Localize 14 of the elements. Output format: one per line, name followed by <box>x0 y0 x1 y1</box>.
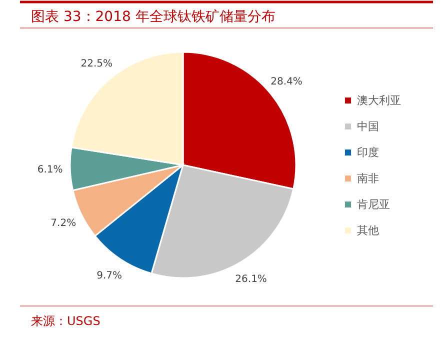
legend-label: 澳大利亚 <box>357 94 401 108</box>
legend-label: 肯尼亚 <box>357 198 390 212</box>
chart-title: 图表 33：2018 年全球钛铁矿储量分布 <box>31 9 276 25</box>
data-label: 26.1% <box>235 274 267 285</box>
legend-label: 印度 <box>357 146 379 160</box>
legend-label: 南非 <box>357 172 379 186</box>
data-label: 22.5% <box>80 58 113 70</box>
legend-label: 中国 <box>357 120 379 134</box>
data-label: 28.4% <box>270 76 302 88</box>
source-note: 来源：USGS <box>31 314 100 328</box>
data-label: 9.7% <box>96 270 122 282</box>
legend-label: 其他 <box>357 224 379 238</box>
data-label: 7.2% <box>50 218 76 229</box>
data-label: 6.1% <box>37 164 63 176</box>
